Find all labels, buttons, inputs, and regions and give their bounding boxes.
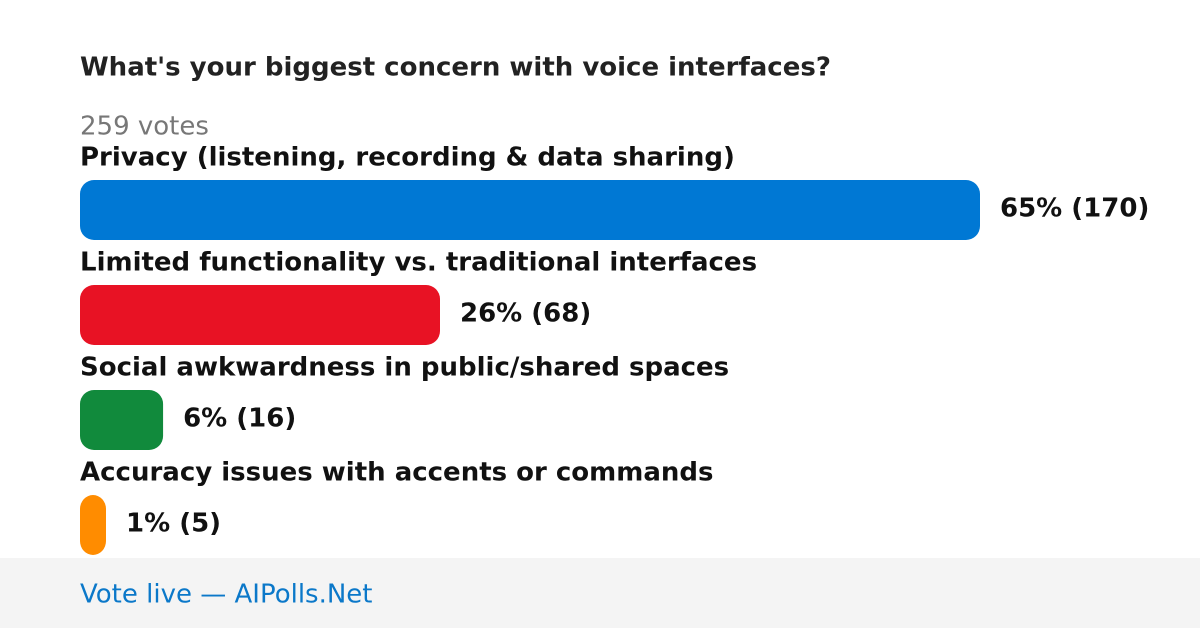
footer-link[interactable]: Vote live — AIPolls.Net [80,580,373,610]
value-label: 6% (16) [183,404,296,434]
vote-count: 259 votes [80,112,209,142]
option-label: Accuracy issues with accents or commands [80,458,714,488]
bar [80,285,440,345]
value-label: 26% (68) [460,299,591,329]
value-label: 1% (5) [126,509,221,539]
bar [80,495,106,555]
option-label: Social awkwardness in public/shared spac… [80,353,729,383]
bar [80,390,164,450]
chart-title: What's your biggest concern with voice i… [80,53,831,83]
option-label: Limited functionality vs. traditional in… [80,248,757,278]
footer-bar [0,558,1200,628]
value-label: 65% (170) [1000,194,1149,224]
option-label: Privacy (listening, recording & data sha… [80,143,735,173]
bar [80,180,980,240]
